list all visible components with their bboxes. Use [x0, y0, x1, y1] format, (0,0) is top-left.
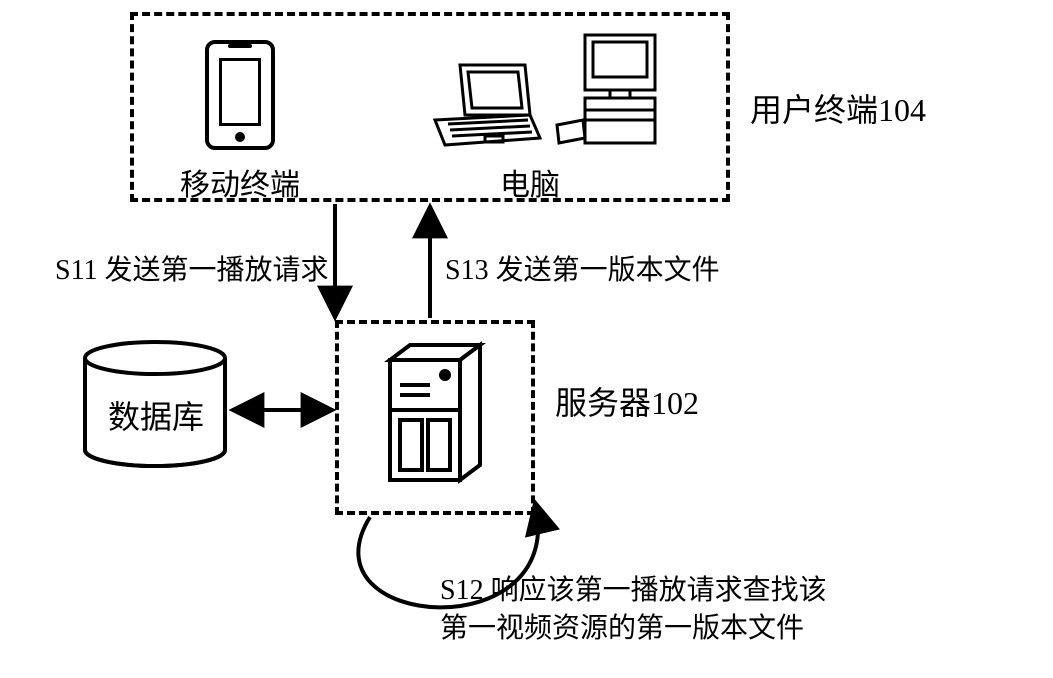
- mobile-phone-icon: [205, 40, 275, 150]
- server-icon: [370, 340, 490, 490]
- database-label: 数据库: [108, 392, 204, 438]
- s11-label: S11 发送第一播放请求: [55, 248, 329, 288]
- s12-label: S12 响应该第一播放请求查找该 第一视频资源的第一版本文件: [440, 572, 827, 648]
- client-terminal-label: 用户终端104: [750, 85, 926, 131]
- laptop-icon: [430, 60, 550, 150]
- desktop-computer-icon: [555, 30, 665, 150]
- s13-label: S13 发送第一版本文件: [445, 248, 720, 288]
- mobile-terminal-label: 移动终端: [180, 160, 300, 204]
- server-label: 服务器102: [555, 378, 699, 424]
- mobile-phone-speaker-icon: [228, 44, 252, 48]
- computer-label: 电脑: [500, 160, 560, 204]
